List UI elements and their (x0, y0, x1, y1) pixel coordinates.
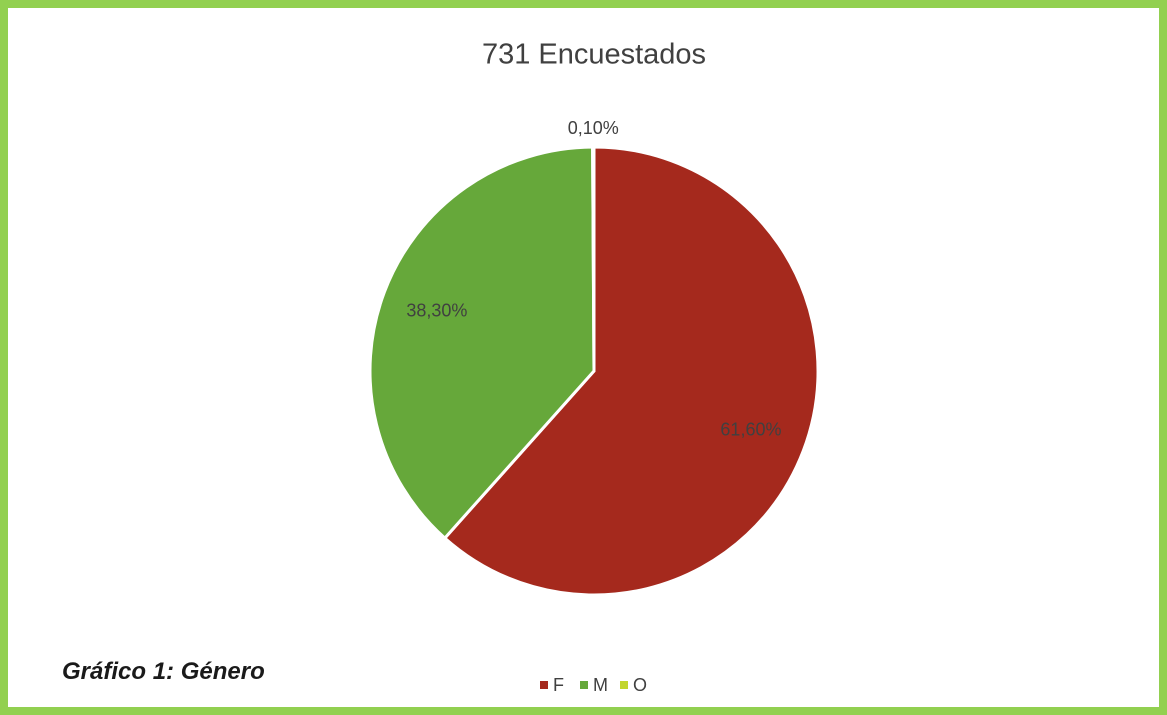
legend-label: O (633, 675, 647, 695)
data-label: 61,60% (720, 420, 781, 440)
pie-slice (443, 145, 820, 597)
pie-slice (368, 145, 596, 540)
data-label: 0,10% (568, 118, 619, 138)
chart: 731 Encuestados 61,60% 38,30% 0,10% F M O (368, 39, 820, 695)
legend-swatch (580, 681, 588, 689)
legend-swatch (540, 681, 548, 689)
legend-label: F (553, 675, 564, 695)
pie-slice (591, 145, 596, 373)
legend-swatch (620, 681, 628, 689)
caption: Gráfico 1: Género (62, 658, 265, 685)
data-label: 38,30% (406, 300, 467, 320)
legend-label: M (593, 675, 608, 695)
chart-title: 731 Encuestados (482, 39, 706, 71)
